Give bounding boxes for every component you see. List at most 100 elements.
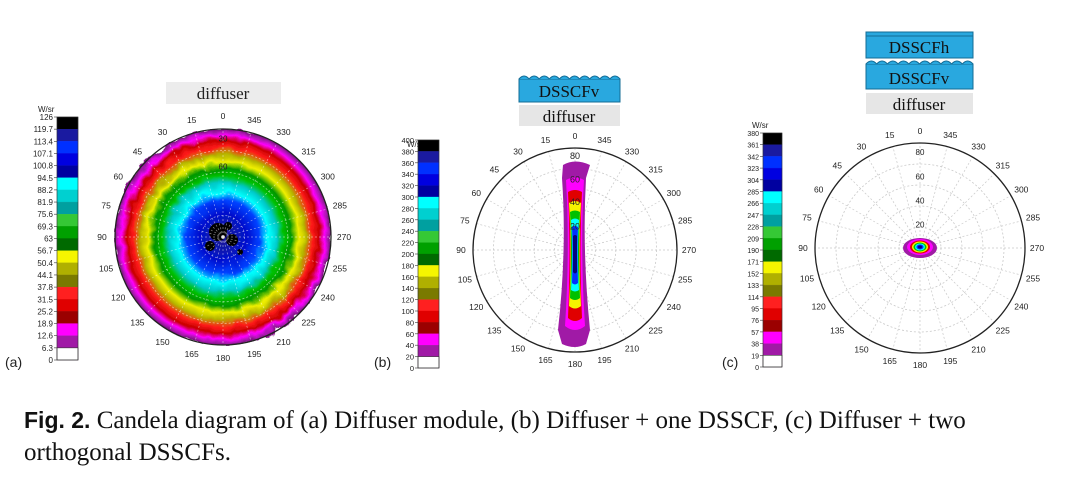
angle-label: 0 (918, 126, 923, 136)
scale-swatch (56, 226, 79, 239)
angle-label: 165 (185, 349, 199, 359)
scale-swatch (417, 162, 440, 175)
scale-tick-label: 228 (747, 225, 759, 232)
scale-swatch (417, 219, 440, 232)
angle-label: 60 (814, 185, 824, 195)
layer-diffuser-a: diffuser (197, 84, 250, 103)
scale-tick-label: 380 (401, 147, 414, 156)
polar-plot-a: 0 15 30 45 60 75 90 105 120 135 150 165 180 195 210 225… (97, 111, 351, 363)
figure-caption: Fig. 2. Candela diagram of (a) Diffuser … (24, 404, 1064, 469)
scale-tick-label: 95 (751, 307, 759, 314)
angle-label: 300 (667, 188, 681, 198)
angle-label: 150 (155, 337, 169, 347)
angle-label: 105 (800, 273, 814, 283)
scale-tick-label: 240 (401, 227, 414, 236)
scale-unit-a: W/sr (38, 105, 55, 114)
angle-label: 180 (568, 359, 582, 369)
scale-tick-label: 323 (747, 166, 759, 173)
scale-tick-label: 190 (747, 248, 759, 255)
scale-tick-label: 0 (410, 364, 414, 373)
scale-tick-label: 57 (751, 330, 759, 337)
scale-swatch (762, 203, 783, 216)
scale-swatch (762, 261, 783, 274)
scale-swatch (56, 299, 79, 312)
panel-a: W/sr 126 119.7 113.4 107.1 100.8 94.5 88.2 81.9… (5, 82, 351, 370)
angle-label: 90 (798, 243, 808, 253)
angle-label: 0 (221, 111, 226, 121)
svg-text:DSSCFv: DSSCFv (889, 69, 950, 88)
scale-tick-label: 285 (747, 190, 759, 197)
angle-label: 195 (247, 349, 261, 359)
scale-tick-label: 180 (401, 261, 414, 270)
angle-label: 270 (1030, 243, 1044, 253)
scale-swatch (762, 249, 783, 262)
angle-label: 225 (301, 318, 315, 328)
scale-tick-label: 200 (401, 250, 414, 259)
candela-figure: W/sr 126 119.7 113.4 107.1 100.8 94.5 88.2 81.9… (5, 31, 1044, 373)
scale-swatch (56, 116, 79, 130)
angle-label: 210 (625, 344, 639, 354)
angle-label: 30 (158, 127, 168, 137)
scale-swatch (56, 189, 79, 203)
angle-label: 15 (885, 130, 895, 140)
angle-label: 135 (830, 326, 844, 336)
angle-label: 255 (1026, 273, 1040, 283)
angle-label: 270 (682, 245, 696, 255)
scale-tick-label: 220 (401, 239, 414, 248)
angle-label: 0 (573, 131, 578, 141)
angle-label: 150 (854, 344, 868, 354)
angle-label: 255 (678, 275, 692, 285)
scale-swatch (762, 320, 783, 333)
scale-swatch (762, 331, 783, 344)
scale-tick-label: 69.3 (37, 222, 53, 231)
scale-tick-label: 113.4 (34, 137, 54, 146)
scale-swatch (417, 242, 440, 255)
scale-tick-label: 81.9 (37, 198, 53, 207)
color-scale-b: W/sr 40038036034032030028026024022020018… (401, 136, 440, 373)
scale-swatch (762, 167, 783, 180)
scale-tick-label: 380 (747, 131, 759, 138)
scale-tick-label: 63 (44, 235, 53, 244)
panel-label-c: (c) (722, 354, 738, 370)
intensity-distribution-c (903, 238, 937, 258)
angle-label: 15 (541, 135, 551, 145)
angle-label: 150 (511, 344, 525, 354)
scale-tick-label: 50.4 (37, 259, 53, 268)
scale-tick-label: 140 (401, 284, 414, 293)
angle-label: 225 (649, 326, 663, 336)
angle-label: 210 (276, 337, 290, 347)
scale-swatch (762, 226, 783, 239)
scale-swatch (417, 208, 440, 220)
radial-label: 80 (916, 148, 925, 157)
angle-label: 225 (996, 326, 1010, 336)
scale-swatch (56, 238, 79, 251)
scale-tick-label: 6.3 (42, 344, 54, 353)
scale-swatch (762, 156, 783, 169)
angle-label: 345 (597, 135, 611, 145)
color-scale-a: W/sr 126 119.7 113.4 107.1 100.8 94.5 88.2 81.9… (33, 105, 79, 365)
scale-swatch (417, 356, 440, 369)
scale-tick-label: 19 (751, 353, 759, 360)
angle-label: 345 (247, 115, 261, 125)
scale-tick-label: 12.6 (37, 332, 53, 341)
panel-label-a: (a) (5, 354, 22, 370)
angle-label: 30 (857, 142, 867, 152)
svg-text:DSSCFv: DSSCFv (539, 82, 600, 101)
scale-tick-label: 0 (755, 365, 759, 372)
angle-label: 180 (913, 360, 927, 370)
angle-label: 15 (187, 115, 197, 125)
scale-swatch (762, 273, 783, 286)
angle-label: 30 (513, 146, 523, 156)
angle-label: 270 (337, 232, 351, 242)
layer-stack-b: DSSCFv diffuser (518, 75, 621, 126)
angle-label: 300 (321, 172, 335, 182)
angle-label: 300 (1014, 185, 1028, 195)
scale-tick-label: 80 (406, 318, 414, 327)
angle-label: 120 (812, 302, 826, 312)
radial-label: 30 (219, 134, 228, 143)
scale-swatch (762, 132, 783, 145)
angle-label: 60 (472, 188, 482, 198)
scale-swatch (56, 141, 79, 154)
scale-tick-label: 260 (401, 216, 414, 225)
scale-tick-label: 361 (747, 143, 759, 150)
